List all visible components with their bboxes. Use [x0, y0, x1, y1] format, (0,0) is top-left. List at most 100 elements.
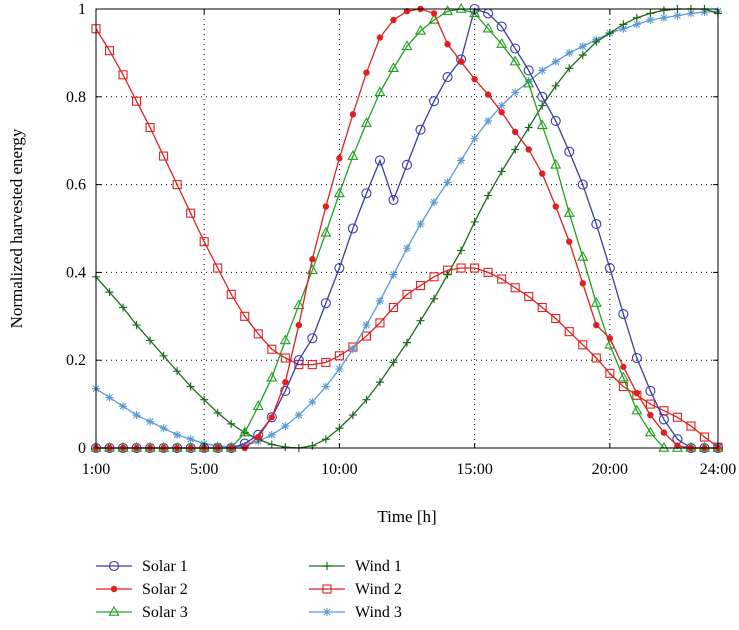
x-tick-label: 20:00 — [592, 461, 628, 478]
data-point — [511, 128, 519, 136]
data-point — [105, 288, 114, 297]
data-point — [360, 117, 372, 127]
legend-item-wind-2: Wind 2 — [309, 581, 402, 598]
data-point — [145, 122, 155, 133]
data-point — [496, 21, 507, 32]
data-point — [524, 291, 534, 302]
data-point — [633, 389, 641, 397]
data-point — [401, 40, 413, 51]
data-point — [606, 335, 614, 342]
data-point — [442, 5, 454, 15]
data-point — [429, 272, 439, 282]
data-point — [631, 404, 643, 415]
data-point — [646, 15, 655, 24]
data-point — [416, 316, 425, 325]
data-point — [470, 217, 479, 226]
data-point — [266, 412, 277, 423]
data-point — [550, 115, 561, 126]
data-point — [281, 422, 290, 431]
data-point — [105, 393, 114, 402]
x-tick-label: 1:00 — [82, 461, 110, 478]
data-point — [497, 101, 506, 110]
data-point — [469, 7, 481, 18]
data-point — [525, 146, 532, 153]
data-point — [565, 64, 574, 73]
data-point — [119, 402, 128, 411]
data-point — [146, 336, 155, 345]
data-point — [132, 96, 142, 106]
data-point — [578, 42, 587, 51]
data-point — [322, 203, 330, 210]
data-point — [428, 96, 440, 107]
data-point — [119, 303, 128, 312]
data-point — [334, 351, 344, 361]
legend-label: Solar 3 — [142, 604, 188, 621]
data-point — [200, 395, 209, 404]
data-point — [307, 333, 318, 344]
data-point — [322, 584, 332, 594]
data-point — [659, 6, 668, 15]
data-point — [132, 411, 141, 420]
data-point — [482, 22, 494, 33]
data-point — [321, 357, 331, 367]
data-point — [564, 146, 575, 157]
legend: Solar 1 Solar 2 Solar 3 Wind 1 Wind 2 Wind 3 — [96, 558, 402, 621]
data-point — [659, 13, 668, 22]
data-point — [672, 412, 682, 422]
data-point — [295, 321, 303, 329]
data-point — [363, 69, 370, 76]
series-wind-2 — [91, 24, 723, 452]
y-tick-label: 0.6 — [66, 177, 86, 194]
data-point — [280, 353, 290, 363]
data-point — [605, 29, 614, 38]
data-point — [644, 426, 656, 437]
data-point — [320, 226, 332, 237]
data-point — [173, 430, 182, 439]
data-point — [374, 155, 386, 166]
data-point — [186, 208, 196, 218]
data-point — [336, 155, 343, 162]
legend-item-wind-3: Wind 3 — [309, 604, 402, 621]
axis-ticks: 1:00 5:00 10:00 15:00 20:00 24:00 0 0.2 0.4 0.6 0.… — [66, 1, 736, 478]
data-point — [252, 400, 264, 411]
data-point — [186, 382, 195, 391]
data-point — [619, 20, 628, 29]
data-point — [563, 207, 575, 217]
legend-label: Wind 1 — [355, 558, 402, 575]
data-point — [389, 270, 398, 279]
data-point — [578, 340, 588, 350]
data-point — [457, 246, 466, 255]
data-point — [442, 71, 453, 83]
data-point — [590, 297, 602, 307]
data-point — [484, 191, 493, 200]
x-tick-label: 10:00 — [321, 461, 357, 478]
data-point — [335, 364, 344, 373]
legend-item-solar-2: Solar 2 — [96, 581, 188, 598]
data-point — [605, 368, 615, 378]
data-point — [349, 111, 357, 118]
data-point — [307, 360, 317, 370]
data-point — [280, 385, 291, 396]
data-point — [321, 382, 330, 391]
y-tick-label: 0.4 — [66, 264, 86, 281]
data-point — [577, 179, 588, 190]
data-point — [186, 435, 195, 444]
data-point — [347, 149, 359, 160]
data-point — [524, 77, 533, 86]
legend-label: Solar 2 — [142, 581, 188, 598]
data-point — [362, 395, 371, 404]
data-point — [551, 313, 561, 324]
data-point — [631, 352, 642, 364]
data-point — [483, 267, 493, 277]
legend-label: Wind 3 — [355, 604, 402, 621]
data-point — [510, 283, 520, 293]
data-point — [226, 289, 236, 299]
data-point — [414, 24, 427, 35]
data-point — [632, 13, 641, 22]
data-point — [511, 88, 520, 97]
y-tick-label: 0.2 — [66, 352, 86, 369]
data-point — [282, 378, 289, 386]
data-point — [267, 430, 276, 439]
data-point — [552, 203, 559, 210]
data-point — [279, 334, 291, 345]
